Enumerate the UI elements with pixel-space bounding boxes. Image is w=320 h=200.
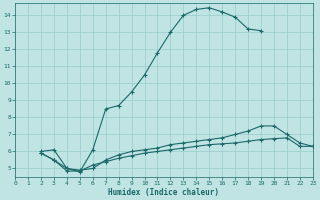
X-axis label: Humidex (Indice chaleur): Humidex (Indice chaleur) (108, 188, 220, 197)
